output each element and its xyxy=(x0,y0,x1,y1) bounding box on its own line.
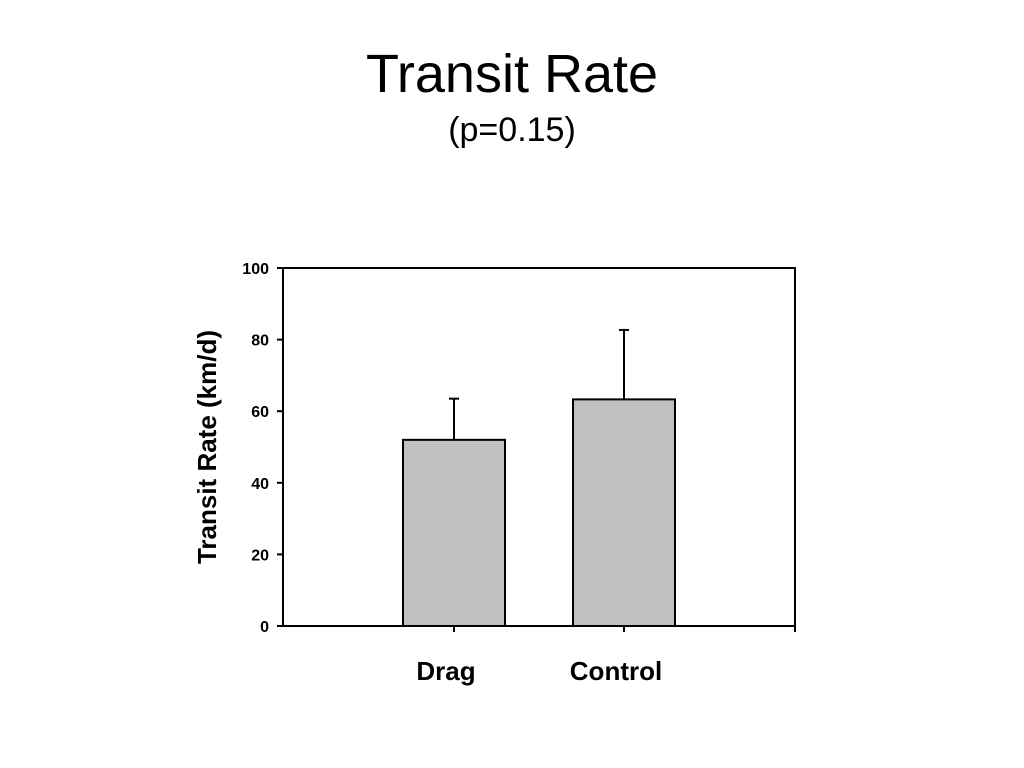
chart-title: Transit Rate xyxy=(365,44,659,104)
bar-drag xyxy=(402,438,506,627)
y-tick-label: 60 xyxy=(251,404,269,421)
chart-subtitle: (p=0.15) xyxy=(448,111,576,149)
y-tick-label: 0 xyxy=(260,619,269,636)
x-category-label: Control xyxy=(570,656,662,686)
y-tick-label: 40 xyxy=(251,476,269,493)
x-category-label: Drag xyxy=(416,656,475,686)
y-tick-label: 100 xyxy=(242,261,269,278)
y-tick-label: 20 xyxy=(251,547,269,564)
plot-frame xyxy=(282,267,796,627)
y-tick-label: 80 xyxy=(251,333,269,350)
bar-control xyxy=(572,398,676,627)
y-axis-title: Transit Rate (km/d) xyxy=(192,330,222,564)
